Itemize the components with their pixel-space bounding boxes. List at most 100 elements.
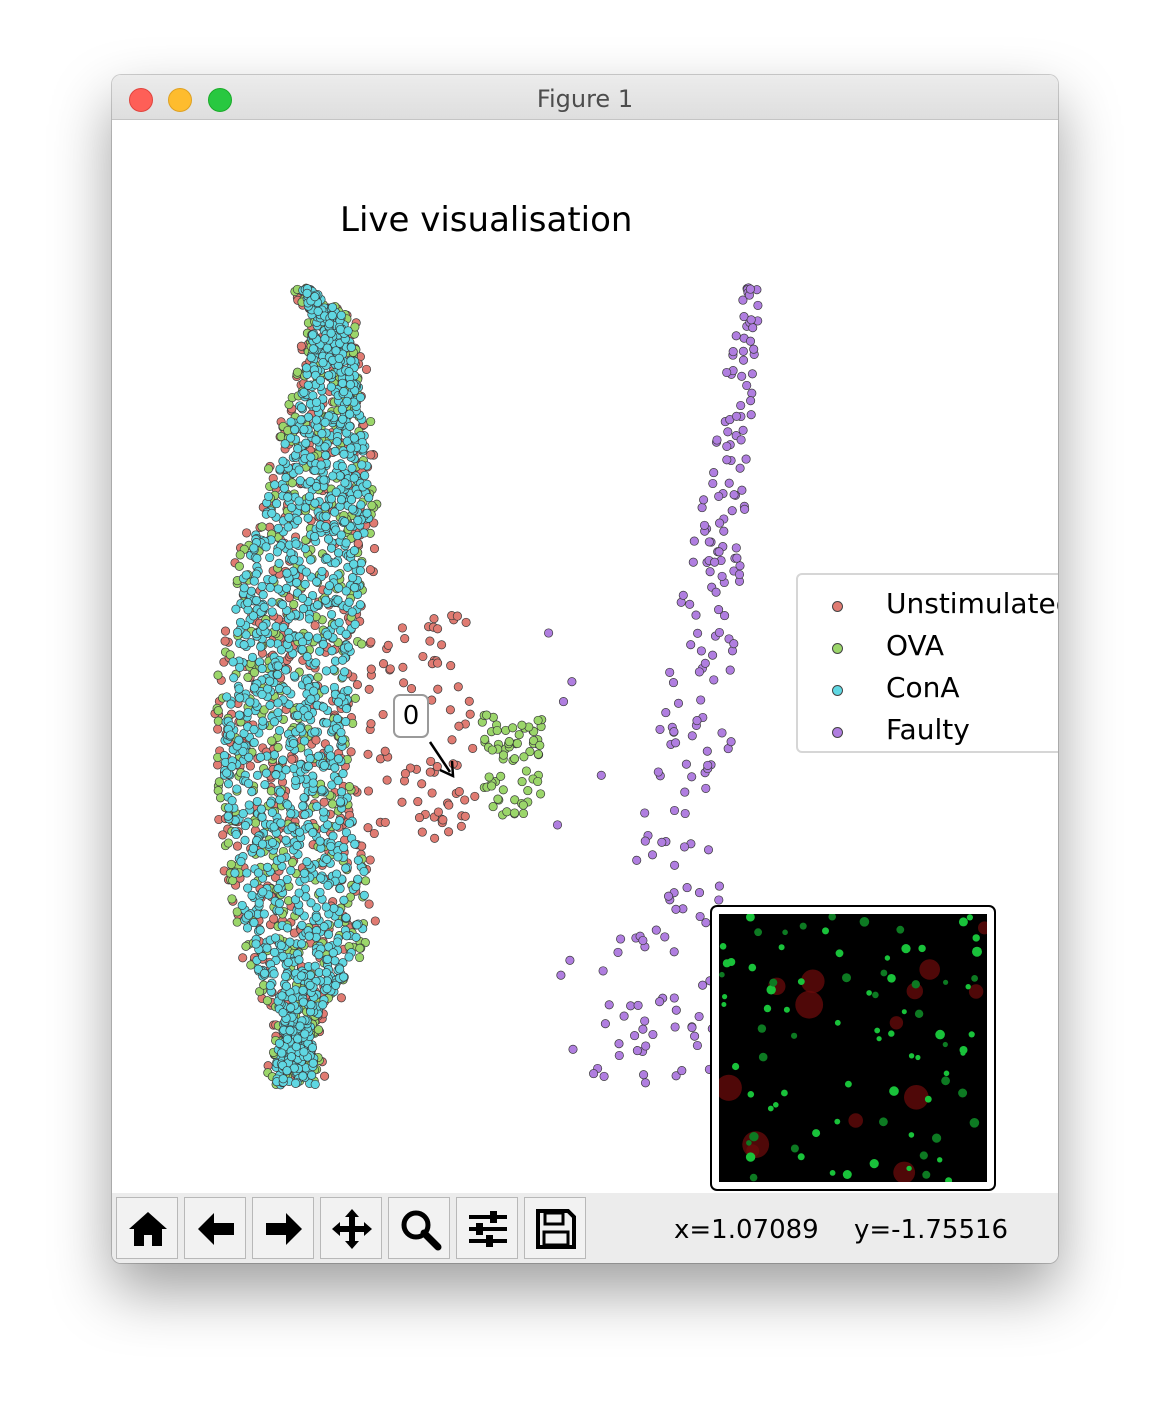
point-unstimulated <box>457 822 465 830</box>
point-cona <box>278 1049 286 1057</box>
point-faulty <box>671 739 679 747</box>
point-cona <box>283 1035 291 1043</box>
point-cona <box>319 703 327 711</box>
point-cona <box>285 634 293 642</box>
point-cona <box>319 358 327 366</box>
point-cona <box>327 610 335 618</box>
point-cona <box>325 582 333 590</box>
point-cona <box>356 393 364 401</box>
point-faulty <box>715 519 723 527</box>
point-cona <box>303 858 311 866</box>
point-cona <box>350 546 358 554</box>
point-unstimulated <box>426 637 434 645</box>
point-cona <box>321 443 329 451</box>
point-faulty <box>697 696 705 704</box>
zoom-button[interactable] <box>388 1197 450 1259</box>
point-ova <box>214 717 222 725</box>
point-faulty <box>698 981 706 989</box>
point-unstimulated <box>455 787 463 795</box>
point-cona <box>224 780 232 788</box>
home-button[interactable] <box>116 1197 178 1259</box>
point-cona <box>333 715 341 723</box>
point-cona <box>268 808 276 816</box>
point-cona <box>304 514 312 522</box>
point-cona <box>306 556 314 564</box>
point-unstimulated <box>415 813 423 821</box>
point-cona <box>322 512 330 520</box>
legend-label: Faulty <box>886 713 970 746</box>
point-unstimulated <box>418 780 426 788</box>
point-cona <box>306 981 314 989</box>
green-cell <box>812 1129 820 1137</box>
pan-button[interactable] <box>320 1197 382 1259</box>
point-faulty <box>695 1012 703 1020</box>
point-faulty <box>620 1012 628 1020</box>
point-cona <box>287 1053 295 1061</box>
point-cona <box>305 932 313 940</box>
point-unstimulated <box>288 755 296 763</box>
point-cona <box>345 819 353 827</box>
point-cona <box>232 605 240 613</box>
point-cona <box>268 598 276 606</box>
point-faulty <box>737 401 745 409</box>
point-cona <box>329 472 337 480</box>
point-cona <box>289 739 297 747</box>
figure-canvas[interactable]: Live visualisation 0 Unstimulated OVA Co… <box>112 120 1058 1193</box>
point-cona <box>266 981 274 989</box>
point-cona <box>324 930 332 938</box>
red-cell <box>919 959 940 980</box>
green-cell <box>842 973 851 982</box>
point-unstimulated <box>455 722 463 730</box>
point-cona <box>244 911 252 919</box>
point-cona <box>320 476 328 484</box>
point-ova <box>251 819 259 827</box>
point-faulty <box>748 389 756 397</box>
point-faulty <box>739 356 747 364</box>
point-cona <box>321 418 329 426</box>
point-cona <box>316 376 324 384</box>
point-cona <box>270 948 278 956</box>
point-cona <box>266 639 274 647</box>
point-faulty <box>732 412 740 420</box>
point-cona <box>308 1044 316 1052</box>
point-faulty <box>615 1051 623 1059</box>
point-ova <box>356 944 364 952</box>
point-cona <box>283 1067 291 1075</box>
green-cell <box>750 1174 758 1182</box>
point-cona <box>350 474 358 482</box>
green-cell <box>746 1152 755 1161</box>
point-cona <box>333 938 341 946</box>
point-cona <box>283 801 291 809</box>
point-cona <box>301 580 309 588</box>
point-ova <box>481 735 489 743</box>
point-cona <box>300 1048 308 1056</box>
point-cona <box>263 863 271 871</box>
green-cell <box>881 970 888 977</box>
point-cona <box>322 903 330 911</box>
legend-item-faulty: Faulty <box>798 713 1058 749</box>
configure-subplots-button[interactable] <box>456 1197 518 1259</box>
point-cona <box>248 891 256 899</box>
green-cell <box>901 944 910 953</box>
point-faulty <box>742 455 750 463</box>
point-cona <box>331 764 339 772</box>
forward-button[interactable] <box>252 1197 314 1259</box>
point-cona <box>351 620 359 628</box>
legend-label: OVA <box>886 629 944 662</box>
point-faulty <box>671 1023 679 1031</box>
save-button[interactable] <box>524 1197 586 1259</box>
point-cona <box>282 982 290 990</box>
point-cona <box>244 884 252 892</box>
point-cona <box>350 560 358 568</box>
point-cona <box>331 981 339 989</box>
point-cona <box>241 836 249 844</box>
back-button[interactable] <box>184 1197 246 1259</box>
window-title: Figure 1 <box>112 85 1058 113</box>
point-faulty <box>732 332 740 340</box>
point-ova <box>268 737 276 745</box>
point-cona <box>287 1004 295 1012</box>
point-cona <box>308 1071 316 1079</box>
point-cona <box>300 869 308 877</box>
point-faulty <box>706 568 714 576</box>
point-cona <box>278 854 286 862</box>
